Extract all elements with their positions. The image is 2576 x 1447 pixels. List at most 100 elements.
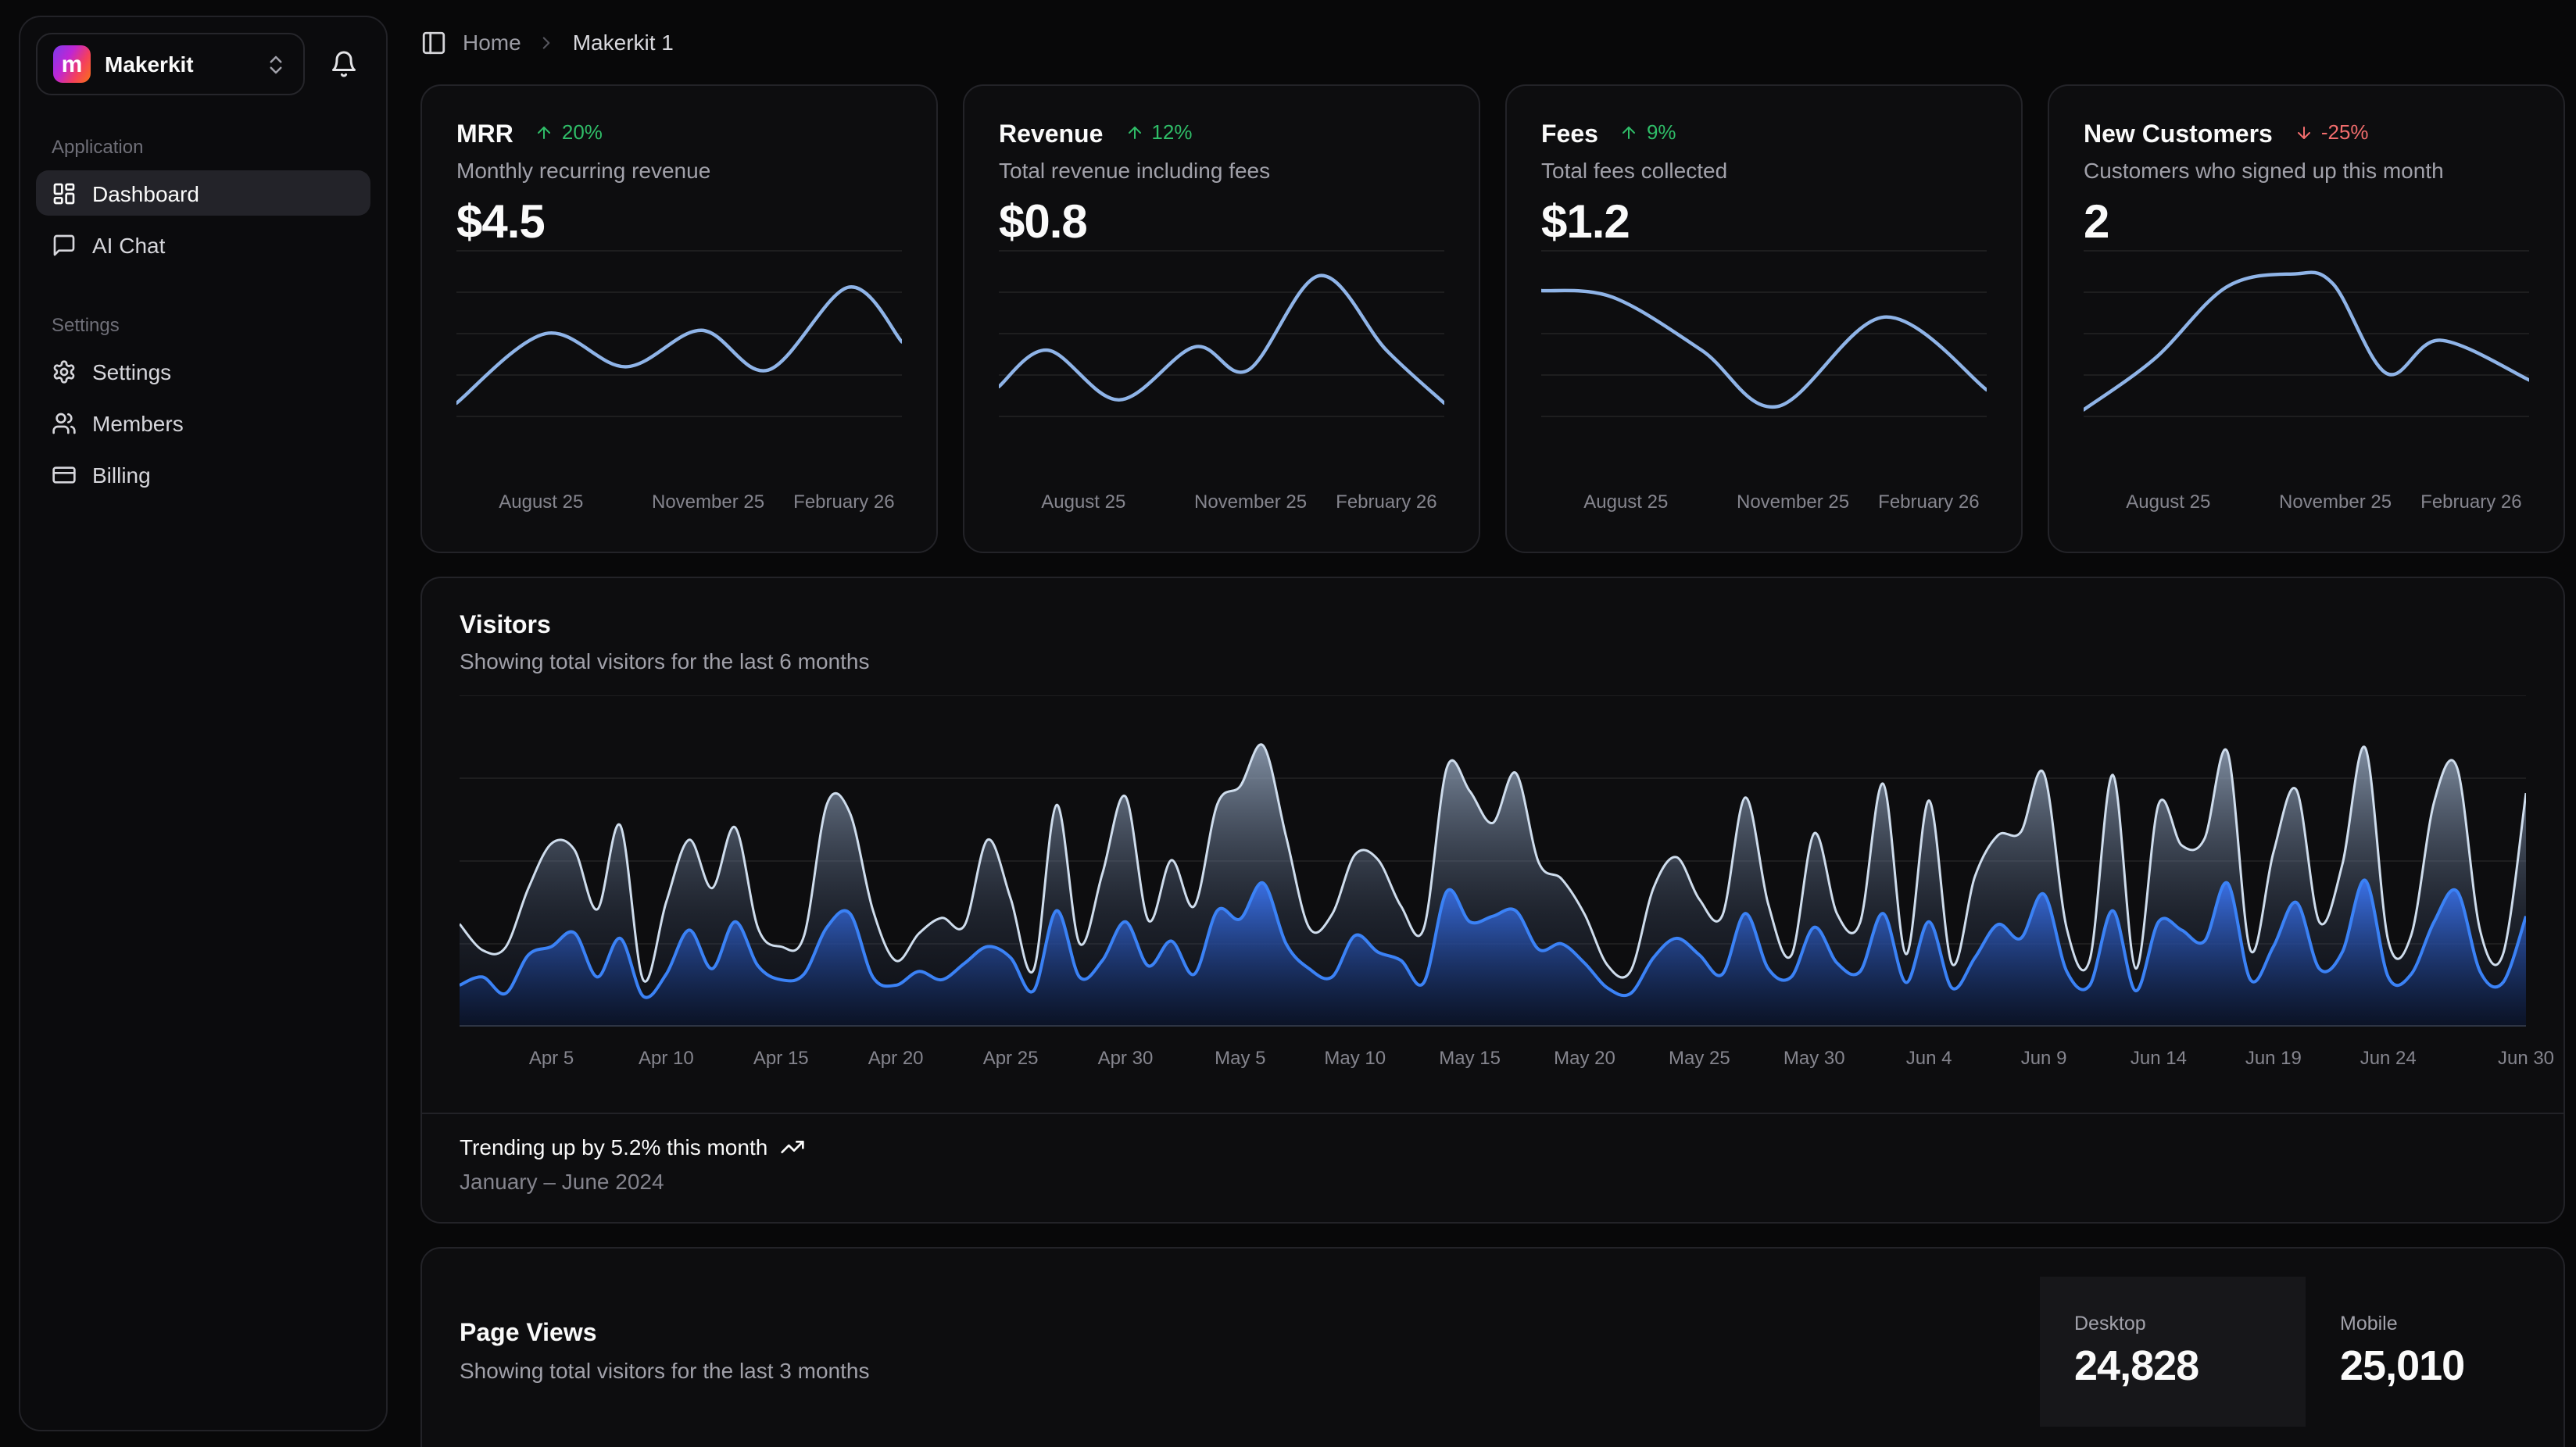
chat-icon bbox=[52, 232, 77, 257]
sparkline-chart bbox=[999, 249, 1444, 434]
panel-left-icon bbox=[420, 29, 447, 55]
stat-value: $4.5 bbox=[456, 196, 902, 249]
visitors-footer: Trending up by 5.2% this month January –… bbox=[422, 1113, 2563, 1194]
visitors-card: Visitors Showing total visitors for the … bbox=[420, 577, 2565, 1224]
x-tick-label: Jun 9 bbox=[2021, 1047, 2067, 1069]
stat-title: Fees bbox=[1541, 121, 1598, 149]
notifications-button[interactable] bbox=[317, 38, 370, 91]
sidebar-item-settings[interactable]: Settings bbox=[36, 348, 370, 394]
x-tick-label: May 15 bbox=[1439, 1047, 1501, 1069]
desktop-label: Desktop bbox=[2074, 1313, 2306, 1334]
sidebar-item-label: Billing bbox=[92, 462, 151, 487]
sidebar-item-label: Members bbox=[92, 410, 184, 435]
desktop-value: 24,828 bbox=[2074, 1342, 2306, 1391]
arrow-down-icon bbox=[2295, 123, 2313, 141]
chevrons-up-down-icon bbox=[264, 52, 288, 76]
stat-value: 2 bbox=[2084, 196, 2529, 249]
sidebar-nav-settings: Settings Members Billing bbox=[36, 348, 370, 497]
billing-icon bbox=[52, 462, 77, 487]
desktop-toggle[interactable]: Desktop 24,828 bbox=[2040, 1277, 2306, 1427]
trend-badge: -25% bbox=[2295, 120, 2369, 144]
sidebar-item-ai-chat[interactable]: AI Chat bbox=[36, 222, 370, 267]
page-views-toggles: Desktop 24,828 Mobile 25,010 bbox=[2040, 1277, 2562, 1427]
sidebar-toggle-button[interactable] bbox=[420, 29, 447, 55]
sparkline-chart bbox=[2084, 249, 2529, 434]
sparkline-block: August 25 November 25 February 26 bbox=[999, 249, 1444, 515]
x-tick-label: Apr 15 bbox=[753, 1047, 809, 1069]
page-views-card: Page Views Showing total visitors for th… bbox=[420, 1247, 2565, 1447]
stat-card-mrr: MRR 20% Monthly recurring revenue $4.5 A… bbox=[420, 84, 938, 553]
visitors-subtitle: Showing total visitors for the last 6 mo… bbox=[460, 648, 2526, 673]
makerkit-logo: m bbox=[53, 45, 91, 83]
stat-subtitle: Monthly recurring revenue bbox=[456, 157, 902, 182]
sidebar-item-dashboard[interactable]: Dashboard bbox=[36, 170, 370, 216]
x-tick-label: May 10 bbox=[1324, 1047, 1386, 1069]
x-tick-label: Apr 25 bbox=[983, 1047, 1039, 1069]
sparkline-x-labels: August 25 November 25 February 26 bbox=[1541, 490, 1987, 515]
x-tick-label: May 30 bbox=[1784, 1047, 1845, 1069]
mobile-toggle[interactable]: Mobile 25,010 bbox=[2306, 1277, 2562, 1427]
breadcrumb-current: Makerkit 1 bbox=[573, 30, 674, 55]
visitors-x-axis: Apr 5 Apr 10 Apr 15 Apr 20 Apr 25 Apr 30 May 5… bbox=[460, 1039, 2526, 1080]
visitors-title: Visitors bbox=[460, 613, 2526, 641]
arrow-up-icon bbox=[1125, 123, 1143, 141]
x-tick-label: Apr 20 bbox=[868, 1047, 924, 1069]
x-tick-label: Jun 24 bbox=[2360, 1047, 2417, 1069]
visitors-chart-wrap bbox=[460, 695, 2526, 1027]
sidebar-section-application: Application bbox=[52, 136, 370, 158]
sidebar-item-label: Dashboard bbox=[92, 180, 199, 205]
sparkline-chart bbox=[456, 249, 902, 434]
sidebar: m Makerkit Application Dashboard bbox=[19, 16, 388, 1431]
sparkline-block: August 25 November 25 February 26 bbox=[456, 249, 902, 515]
breadcrumb: Home Makerkit 1 bbox=[420, 20, 2565, 64]
main-content: Home Makerkit 1 MRR 20% Monthly recurrin… bbox=[420, 0, 2565, 1447]
sidebar-item-members[interactable]: Members bbox=[36, 400, 370, 445]
sparkline-chart bbox=[1541, 249, 1987, 434]
stat-subtitle: Total fees collected bbox=[1541, 157, 1987, 182]
sidebar-item-billing[interactable]: Billing bbox=[36, 452, 370, 497]
stat-subtitle: Customers who signed up this month bbox=[2084, 157, 2529, 182]
sidebar-item-label: AI Chat bbox=[92, 232, 165, 257]
sparkline-x-labels: August 25 November 25 February 26 bbox=[456, 490, 902, 515]
x-tick-label: Apr 30 bbox=[1098, 1047, 1154, 1069]
stat-title: New Customers bbox=[2084, 121, 2273, 149]
trending-up-icon bbox=[780, 1134, 805, 1159]
mobile-label: Mobile bbox=[2340, 1313, 2562, 1334]
visitors-date-range: January – June 2024 bbox=[460, 1169, 2526, 1194]
x-tick-label: May 5 bbox=[1215, 1047, 1265, 1069]
gear-icon bbox=[52, 359, 77, 384]
mobile-value: 25,010 bbox=[2340, 1342, 2562, 1391]
chevron-right-icon bbox=[537, 32, 557, 52]
dashboard-icon bbox=[52, 180, 77, 205]
trend-badge: 9% bbox=[1620, 120, 1676, 144]
sparkline-block: August 25 November 25 February 26 bbox=[1541, 249, 1987, 515]
stat-title: Revenue bbox=[999, 121, 1103, 149]
bell-icon bbox=[330, 50, 358, 78]
x-tick-label: Jun 30 bbox=[2498, 1047, 2554, 1069]
trend-badge: 20% bbox=[535, 120, 603, 144]
stat-cards-row: MRR 20% Monthly recurring revenue $4.5 A… bbox=[420, 84, 2565, 553]
arrow-up-icon bbox=[1620, 123, 1639, 141]
stat-value: $0.8 bbox=[999, 196, 1444, 249]
stat-title: MRR bbox=[456, 121, 513, 149]
stat-subtitle: Total revenue including fees bbox=[999, 157, 1444, 182]
x-tick-label: Apr 5 bbox=[529, 1047, 574, 1069]
x-tick-label: Apr 10 bbox=[639, 1047, 694, 1069]
arrow-up-icon bbox=[535, 123, 554, 141]
workspace-selector[interactable]: m Makerkit bbox=[36, 33, 305, 95]
stat-card-fees: Fees 9% Total fees collected $1.2 August… bbox=[1505, 84, 2023, 553]
visitors-trend-text: Trending up by 5.2% this month bbox=[460, 1134, 767, 1159]
visitors-area-chart bbox=[460, 695, 2526, 1027]
x-tick-label: Jun 4 bbox=[1906, 1047, 1952, 1069]
sparkline-x-labels: August 25 November 25 February 26 bbox=[2084, 490, 2529, 515]
trend-badge: 12% bbox=[1125, 120, 1192, 144]
breadcrumb-home-link[interactable]: Home bbox=[463, 30, 521, 55]
sparkline-x-labels: August 25 November 25 February 26 bbox=[999, 490, 1444, 515]
x-tick-label: May 20 bbox=[1554, 1047, 1615, 1069]
x-tick-label: May 25 bbox=[1669, 1047, 1730, 1069]
stat-value: $1.2 bbox=[1541, 196, 1987, 249]
stat-card-revenue: Revenue 12% Total revenue including fees… bbox=[963, 84, 1480, 553]
sparkline-block: August 25 November 25 February 26 bbox=[2084, 249, 2529, 515]
workspace-name: Makerkit bbox=[105, 52, 250, 77]
members-icon bbox=[52, 410, 77, 435]
